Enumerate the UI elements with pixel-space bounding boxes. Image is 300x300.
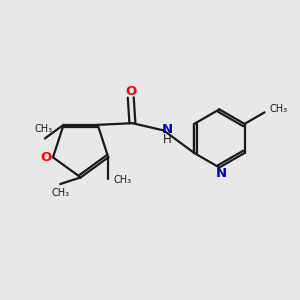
Text: O: O [125, 85, 136, 98]
Text: CH₃: CH₃ [34, 124, 52, 134]
Text: O: O [40, 151, 51, 164]
Text: H: H [164, 133, 172, 146]
Text: CH₃: CH₃ [113, 176, 131, 185]
Text: CH₃: CH₃ [51, 188, 69, 198]
Text: N: N [162, 123, 173, 136]
Text: CH₃: CH₃ [269, 104, 288, 114]
Text: N: N [215, 167, 226, 180]
